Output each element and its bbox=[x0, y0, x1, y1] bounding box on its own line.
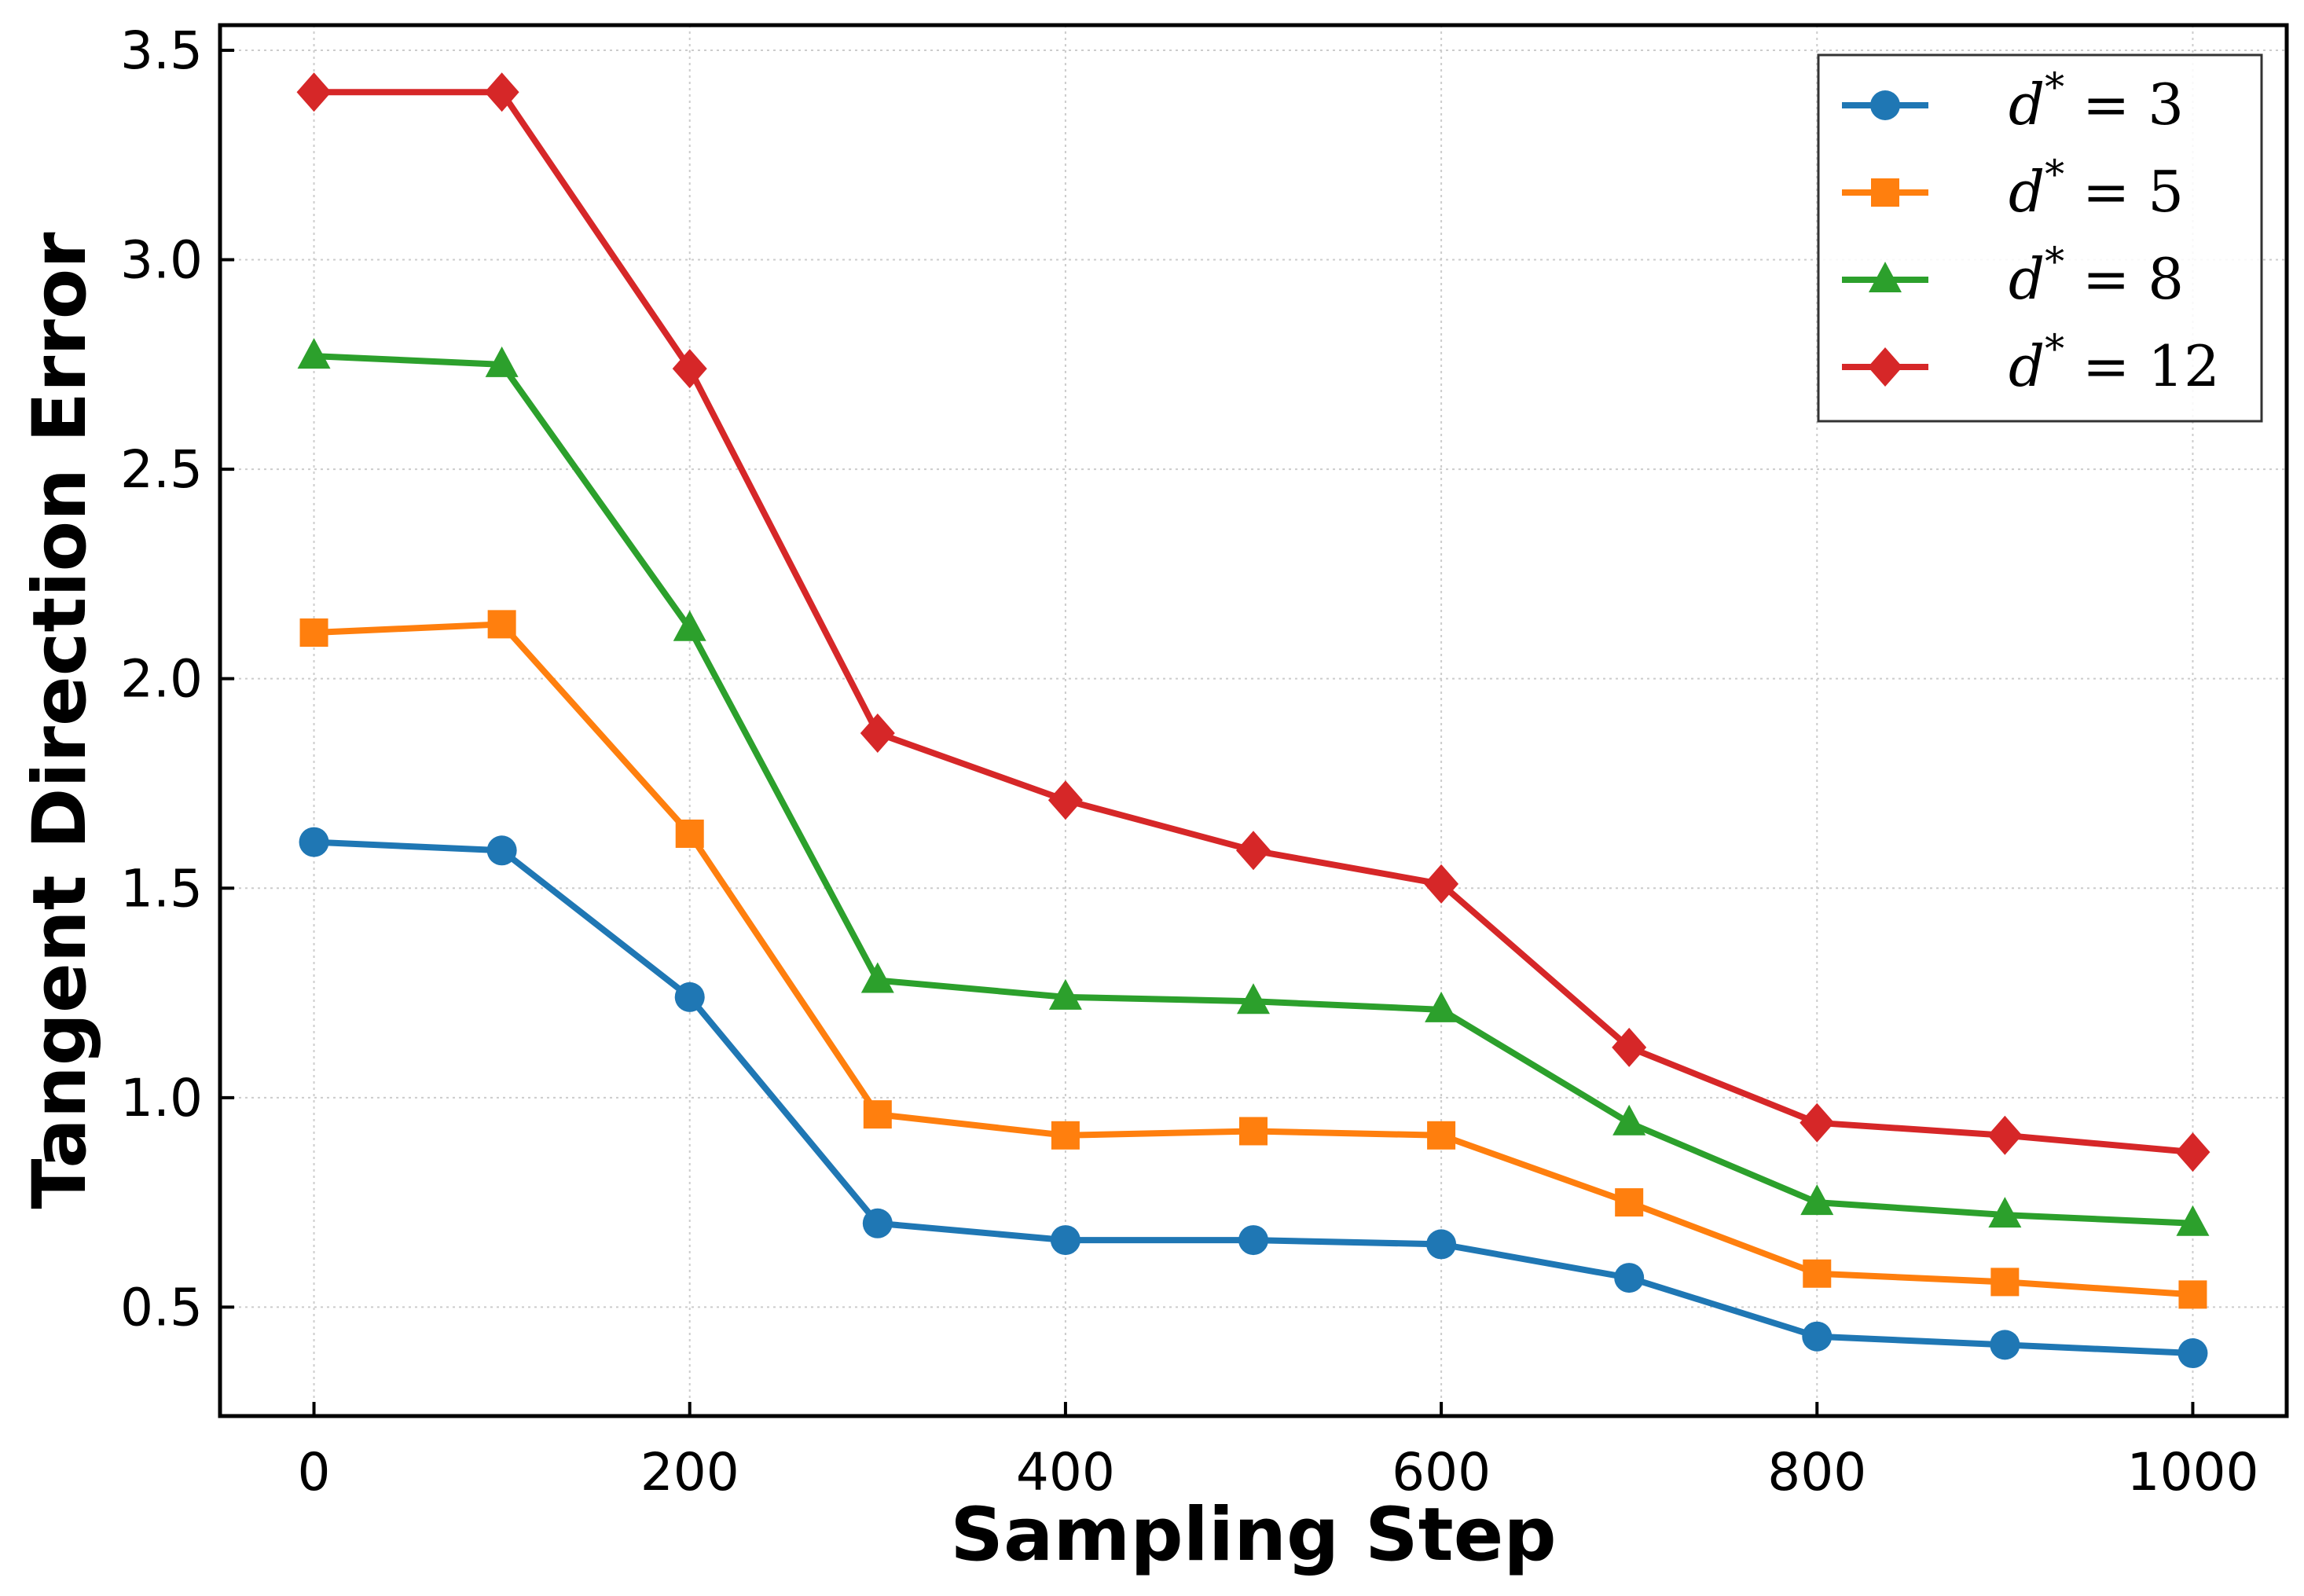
data-point bbox=[487, 610, 516, 639]
data-point bbox=[1424, 864, 1459, 904]
data-point bbox=[484, 72, 519, 112]
y-axis-title: Tangent Direction Error bbox=[17, 232, 103, 1209]
data-point bbox=[1614, 1263, 1645, 1293]
data-point bbox=[1615, 1188, 1644, 1217]
legend-label-superscript: * bbox=[2045, 326, 2064, 372]
legend-entry: d* = 8 bbox=[1842, 239, 2184, 312]
data-point bbox=[2175, 1132, 2210, 1172]
data-point bbox=[1047, 780, 1083, 820]
y-tick-label: 2.0 bbox=[120, 649, 203, 710]
data-point bbox=[2178, 1280, 2207, 1309]
data-point bbox=[860, 962, 894, 993]
legend-label-variable: d bbox=[2009, 246, 2045, 312]
data-point bbox=[672, 349, 707, 389]
legend-label-value: = 3 bbox=[2064, 72, 2184, 138]
legend-label-superscript: * bbox=[2045, 64, 2064, 110]
legend-marker bbox=[1871, 178, 1899, 207]
data-point bbox=[297, 338, 331, 369]
data-point bbox=[1425, 991, 1458, 1022]
data-point bbox=[862, 1208, 893, 1238]
data-point bbox=[1612, 1027, 1647, 1067]
data-point bbox=[299, 618, 328, 648]
data-point bbox=[1988, 1197, 2022, 1228]
data-point bbox=[485, 346, 519, 377]
series-group bbox=[296, 72, 2210, 1369]
legend-label: d* = 3 bbox=[2009, 64, 2184, 138]
data-point bbox=[299, 827, 329, 857]
legend-label: d* = 12 bbox=[2009, 326, 2220, 399]
data-point bbox=[1237, 983, 1270, 1014]
legend-label-superscript: * bbox=[2045, 152, 2064, 197]
legend-marker bbox=[1870, 90, 1900, 120]
data-point bbox=[673, 610, 706, 641]
legend-label-variable: d bbox=[2009, 333, 2045, 399]
series-d-8 bbox=[297, 338, 2210, 1236]
data-point bbox=[1048, 978, 1082, 1010]
legend-entry: d* = 12 bbox=[1842, 326, 2220, 399]
y-tick-label: 0.5 bbox=[120, 1277, 203, 1337]
data-point bbox=[1239, 1117, 1268, 1146]
legend-entry: d* = 3 bbox=[1842, 64, 2184, 138]
data-point bbox=[1803, 1259, 1832, 1288]
data-point bbox=[1050, 1225, 1080, 1256]
data-point bbox=[1612, 1104, 1646, 1136]
x-tick-label: 800 bbox=[1767, 1442, 1866, 1502]
data-point bbox=[1238, 1225, 1268, 1256]
legend-label-variable: d bbox=[2009, 72, 2045, 138]
series-line bbox=[310, 353, 2196, 1227]
legend-label-superscript: * bbox=[2045, 239, 2064, 284]
y-tick-label: 3.0 bbox=[120, 230, 203, 291]
x-axis-title: Sampling Step bbox=[950, 1492, 1556, 1578]
data-point bbox=[863, 1100, 892, 1129]
legend-label-variable: d bbox=[2009, 159, 2045, 225]
legend-label-value: = 8 bbox=[2064, 246, 2184, 312]
data-point bbox=[1990, 1330, 2020, 1360]
data-point bbox=[1236, 831, 1271, 871]
legend-label: d* = 5 bbox=[2009, 152, 2184, 225]
x-tick-label: 600 bbox=[1392, 1442, 1491, 1502]
data-point bbox=[296, 72, 332, 112]
legend-entry: d* = 5 bbox=[1842, 152, 2184, 225]
y-tick-label: 1.0 bbox=[120, 1068, 203, 1128]
data-point bbox=[1800, 1184, 1834, 1216]
y-tick-label: 2.5 bbox=[120, 439, 203, 500]
series-line bbox=[310, 621, 2196, 1298]
series-d-12 bbox=[296, 72, 2210, 1172]
data-point bbox=[1051, 1121, 1080, 1150]
data-point bbox=[1427, 1121, 1456, 1150]
x-tick-label: 200 bbox=[640, 1442, 739, 1502]
legend-label-value: = 12 bbox=[2064, 333, 2220, 399]
data-point bbox=[674, 981, 705, 1012]
data-point bbox=[1990, 1268, 2020, 1297]
legend: d* = 3d* = 5d* = 8d* = 12 bbox=[1817, 53, 2263, 423]
x-tick-label: 400 bbox=[1016, 1442, 1115, 1502]
legend-marker bbox=[1869, 262, 1902, 292]
data-point bbox=[860, 713, 895, 753]
data-point bbox=[486, 835, 517, 866]
data-point bbox=[675, 819, 704, 848]
x-tick-label: 0 bbox=[298, 1442, 331, 1502]
series-d-5 bbox=[299, 610, 2207, 1309]
legend-label: d* = 8 bbox=[2009, 239, 2184, 312]
data-point bbox=[2176, 1205, 2210, 1236]
axis-ticks: 0 200 400 600 800 1000 0.5 1.0 1.5 2.0 2.5 3.0 3.5 bbox=[120, 20, 2258, 1502]
x-tick-label: 1000 bbox=[2126, 1442, 2258, 1502]
data-point bbox=[1987, 1115, 2023, 1155]
legend-marker bbox=[1868, 347, 1902, 387]
legend-label-value: = 5 bbox=[2064, 159, 2184, 225]
grid bbox=[220, 25, 2287, 1416]
series-d-3 bbox=[299, 827, 2208, 1369]
plot-frame bbox=[218, 23, 2289, 1418]
data-point bbox=[1802, 1321, 1833, 1352]
data-point bbox=[1800, 1103, 1835, 1143]
data-point bbox=[2177, 1338, 2208, 1369]
data-point bbox=[1426, 1229, 1457, 1260]
y-tick-label: 1.5 bbox=[120, 858, 203, 919]
y-tick-label: 3.5 bbox=[120, 20, 203, 81]
